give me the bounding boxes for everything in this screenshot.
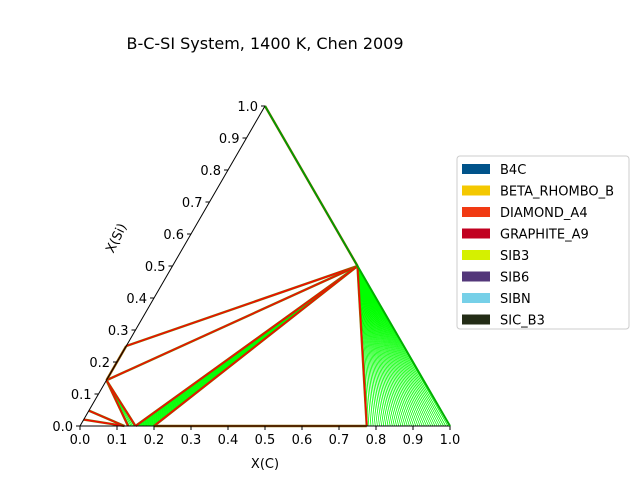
phase-boundary [126, 265, 358, 347]
legend-swatch [462, 185, 490, 196]
y-axis-ticks: 0.0 0.1 0.2 0.3 0.4 0.5 0.6 0.7 0.8 0.9 1.0 [52, 100, 265, 435]
legend-swatch [462, 207, 490, 217]
x-tick-label: 0.1 [107, 433, 128, 448]
frame-right-highlight [264, 105, 359, 267]
legend-swatch [462, 228, 490, 239]
y-tick-label: 0.2 [89, 356, 110, 371]
phase-boundary [83, 419, 125, 427]
tie-line-fans [88, 265, 451, 427]
legend-label: DIAMOND_A4 [500, 206, 588, 221]
y-tick-label: 0.1 [71, 388, 92, 403]
y-axis-label: X(Si) [103, 221, 130, 255]
legend-swatch [462, 314, 490, 325]
phase-boundary [356, 265, 368, 427]
legend-label: SIC_B3 [500, 314, 545, 329]
x-tick-label: 0.9 [403, 433, 424, 448]
phase-boundary [106, 265, 358, 381]
y-tick-label: 0.8 [200, 164, 221, 179]
phase-boundary [105, 379, 137, 427]
y-tick-label: 0.5 [145, 260, 166, 275]
x-tick-label: 0.8 [366, 433, 387, 448]
legend-swatch [462, 250, 490, 260]
frame-right-highlight [356, 265, 451, 427]
legend-swatch [462, 164, 490, 174]
ternary-frame [79, 105, 451, 427]
legend-label: SIBN [500, 292, 531, 307]
legend-label: B4C [500, 163, 526, 178]
legend-frame [456, 155, 630, 330]
legend-label: BETA_RHOMBO_B [500, 185, 614, 200]
y-tick-label: 0.6 [163, 228, 184, 243]
x-axis-label: X(C) [251, 457, 279, 472]
x-tick-label: 0.0 [70, 433, 91, 448]
phase-boundary [88, 410, 125, 427]
x-tick-label: 0.2 [144, 433, 165, 448]
legend-swatch [462, 293, 490, 303]
x-tick-label: 0.7 [329, 433, 350, 448]
x-tick-label: 0.6 [292, 433, 313, 448]
x-tick-label: 1.0 [440, 433, 461, 448]
x-tick-label: 0.5 [255, 433, 276, 448]
y-tick-label: 0.0 [52, 420, 73, 435]
y-tick-label: 0.4 [126, 292, 147, 307]
legend-label: GRAPHITE_A9 [500, 228, 589, 243]
chart-title: B-C-SI System, 1400 K, Chen 2009 [126, 34, 403, 53]
x-tick-label: 0.4 [218, 433, 239, 448]
y-tick-label: 0.7 [182, 196, 203, 211]
legend-label: SIB6 [500, 271, 529, 286]
y-tick-label: 1.0 [237, 100, 258, 115]
legend: B4C BETA_RHOMBO_B DIAMOND_A4 GRAPHITE_A9 SIB… [456, 155, 630, 330]
phase-boundary [153, 265, 358, 427]
legend-label: SIB3 [500, 249, 529, 264]
y-tick-label: 0.3 [108, 324, 129, 339]
phase-boundaries [83, 105, 368, 428]
x-tick-label: 0.3 [181, 433, 202, 448]
x-axis-ticks: 0.0 0.1 0.2 0.3 0.4 0.5 0.6 0.7 0.8 0.9 1.0 [70, 426, 461, 448]
y-tick-label: 0.9 [219, 132, 240, 147]
phase-boundary [135, 265, 358, 427]
legend-swatch [462, 271, 490, 282]
